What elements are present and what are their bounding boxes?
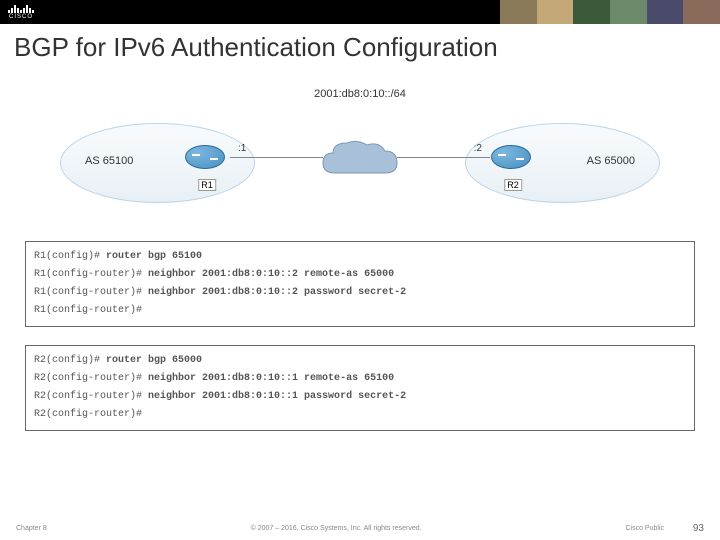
config-line: R1(config)# router bgp 65100 (34, 248, 686, 266)
footer-copyright: © 2007 – 2016, Cisco Systems, Inc. All r… (47, 525, 626, 532)
config-prompt: R1(config-router)# (34, 287, 148, 298)
ip-suffix-left: :1 (238, 143, 246, 154)
connection-line-right (397, 157, 490, 158)
cloud-icon (315, 135, 405, 185)
config-command: router bgp 65100 (106, 251, 202, 262)
footer-page-number: 93 (693, 523, 704, 534)
config-prompt: R1(config-router)# (34, 305, 142, 316)
footer-public: Cisco Public (625, 525, 664, 532)
config-command: neighbor 2001:db8:0:10::1 password secre… (148, 391, 406, 402)
config-prompt: R1(config)# (34, 251, 106, 262)
config-line: R1(config-router)# (34, 302, 686, 320)
as-label-left: AS 65100 (85, 155, 133, 167)
slide-title: BGP for IPv6 Authentication Configuratio… (0, 24, 720, 69)
router-r2-label: R2 (504, 179, 522, 191)
header-photo-strip (500, 0, 720, 24)
config-prompt: R2(config-router)# (34, 409, 142, 420)
config-line: R2(config)# router bgp 65000 (34, 352, 686, 370)
cisco-logo: CISCO (8, 3, 34, 20)
config-box-r2: R2(config)# router bgp 65000R2(config-ro… (25, 345, 695, 431)
subnet-label: 2001:db8:0:10::/64 (314, 88, 406, 100)
config-line: R1(config-router)# neighbor 2001:db8:0:1… (34, 284, 686, 302)
router-r1-label: R1 (198, 179, 216, 191)
config-line: R2(config-router)# (34, 406, 686, 424)
router-r2-icon: R2 (491, 145, 535, 177)
slide-footer: Chapter 8 © 2007 – 2016, Cisco Systems, … (0, 525, 720, 532)
config-line: R2(config-router)# neighbor 2001:db8:0:1… (34, 388, 686, 406)
router-r1-icon: R1 (185, 145, 229, 177)
config-box-r1: R1(config)# router bgp 65100R1(config-ro… (25, 241, 695, 327)
as-label-right: AS 65000 (587, 155, 635, 167)
slide-header: CISCO (0, 0, 720, 24)
connection-line-left (230, 157, 323, 158)
network-diagram: 2001:db8:0:10::/64 AS 65100 AS 65000 :1 … (30, 73, 690, 233)
cisco-logo-text: CISCO (9, 14, 33, 20)
config-command: router bgp 65000 (106, 355, 202, 366)
cisco-bars-icon (8, 3, 34, 13)
config-command: neighbor 2001:db8:0:10::2 remote-as 6500… (148, 269, 394, 280)
ip-suffix-right: :2 (474, 143, 482, 154)
config-line: R1(config-router)# neighbor 2001:db8:0:1… (34, 266, 686, 284)
config-command: neighbor 2001:db8:0:10::1 remote-as 6510… (148, 373, 394, 384)
footer-chapter: Chapter 8 (16, 525, 47, 532)
config-prompt: R1(config-router)# (34, 269, 148, 280)
config-command: neighbor 2001:db8:0:10::2 password secre… (148, 287, 406, 298)
config-prompt: R2(config)# (34, 355, 106, 366)
config-prompt: R2(config-router)# (34, 373, 148, 384)
config-prompt: R2(config-router)# (34, 391, 148, 402)
config-line: R2(config-router)# neighbor 2001:db8:0:1… (34, 370, 686, 388)
